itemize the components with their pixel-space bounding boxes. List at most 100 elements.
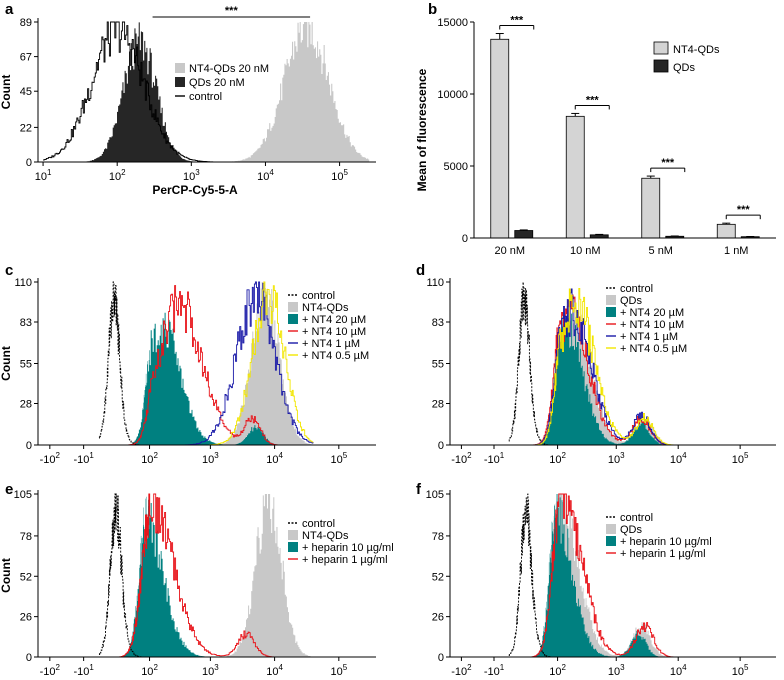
legend-label: + NT4 10 µM <box>620 319 684 331</box>
histogram-fill-2 <box>99 312 314 445</box>
x-tick-exponent: 1 <box>47 168 52 177</box>
x-tick-base: -10 <box>451 454 467 466</box>
x-tick-base: 10 <box>732 454 744 466</box>
x-tick-base: 10 <box>670 454 682 466</box>
histogram-fill-1 <box>99 494 314 657</box>
y-tick-label: 0 <box>438 652 444 664</box>
x-tick-exponent: 4 <box>682 663 687 672</box>
y-tick-label: 110 <box>426 277 444 289</box>
x-tick-base: 10 <box>257 171 269 183</box>
legend-label: + NT4 20 µM <box>620 307 684 319</box>
legend-swatch <box>288 302 298 312</box>
x-tick-base: 10 <box>549 666 561 678</box>
x-tick-label: 102 <box>549 663 566 678</box>
histogram-fill-2 <box>99 496 314 657</box>
legend-swatch <box>653 41 669 55</box>
histogram-fill-2 <box>508 494 716 657</box>
x-tick-base: 10 <box>202 454 214 466</box>
legend-swatch <box>606 295 616 305</box>
y-tick-label: 28 <box>432 399 444 411</box>
x-axis-title: PerCP-Cy5-5-A <box>152 183 238 197</box>
x-tick-exponent: 2 <box>561 451 566 460</box>
significance-label: *** <box>661 157 675 169</box>
category-label: 5 nM <box>649 245 673 257</box>
x-tick-label: 105 <box>732 451 749 466</box>
x-tick-label: 101 <box>35 168 52 183</box>
x-tick-base: 10 <box>141 454 153 466</box>
category-label: 10 nM <box>570 245 601 257</box>
x-tick-base: 10 <box>330 666 342 678</box>
x-tick-label: 103 <box>608 451 625 466</box>
y-tick-label: 45 <box>20 86 32 98</box>
y-tick-label: 52 <box>432 571 444 583</box>
legend-label: + heparin 1 µg/ml <box>302 554 388 566</box>
x-tick-exponent: 5 <box>343 168 348 177</box>
x-tick-label: 104 <box>266 451 283 466</box>
legend-label: + NT4 0.5 µM <box>302 350 369 362</box>
x-tick-exponent: 1 <box>89 451 94 460</box>
y-tick-label: 55 <box>20 359 32 371</box>
legend-label: control <box>189 91 222 103</box>
x-tick-exponent: 3 <box>620 451 625 460</box>
legend-label: + NT4 10 µM <box>302 326 366 338</box>
histogram-fill-1 <box>508 494 716 657</box>
legend-label: control <box>620 283 653 295</box>
histogram-line-3 <box>508 493 716 658</box>
bar-1-0 <box>514 230 534 239</box>
y-axis-title: Mean of fluorescence <box>415 68 429 191</box>
panel-b: *** 20 nM *** 10 nM *** 5 nM *** 1 nM 0 5000 10000… <box>415 1 776 257</box>
y-axis-title: Count <box>0 75 13 110</box>
y-tick-label: 26 <box>432 612 444 624</box>
x-tick-exponent: 1 <box>89 663 94 672</box>
x-tick-base: 10 <box>183 171 195 183</box>
x-tick-base: -10 <box>484 666 500 678</box>
x-tick-label: 105 <box>330 663 347 678</box>
x-tick-exponent: 5 <box>744 663 749 672</box>
histogram-line-3 <box>99 493 314 658</box>
x-tick-exponent: 2 <box>121 168 126 177</box>
x-tick-base: 10 <box>732 666 744 678</box>
x-tick-label: -102 <box>451 663 472 678</box>
x-tick-base: 10 <box>266 454 278 466</box>
x-tick-base: -10 <box>40 666 56 678</box>
x-tick-label: 102 <box>141 451 158 466</box>
y-tick-label: 105 <box>14 489 32 501</box>
x-tick-base: 10 <box>549 454 561 466</box>
histogram-fill-0 <box>43 22 370 162</box>
category-label: 1 nM <box>724 245 748 257</box>
y-tick-label: 0 <box>26 652 32 664</box>
x-tick-base: -10 <box>73 454 89 466</box>
x-tick-exponent: 5 <box>744 451 749 460</box>
legend-label: + NT4 1 µM <box>302 338 360 350</box>
legend-label: + heparin 1 µg/ml <box>620 548 706 560</box>
x-tick-exponent: 3 <box>214 663 219 672</box>
x-tick-label: 104 <box>670 663 687 678</box>
legend-label: + NT4 1 µM <box>620 331 678 343</box>
y-tick-label: 67 <box>20 52 32 64</box>
x-tick-label: 104 <box>670 451 687 466</box>
x-tick-base: -10 <box>40 454 56 466</box>
histogram-line-0 <box>508 493 716 658</box>
panel-letter: b <box>428 1 437 18</box>
panel-letter: a <box>5 1 14 18</box>
x-tick-label: 105 <box>732 663 749 678</box>
legend-label: control <box>302 290 335 302</box>
x-tick-label: -102 <box>451 451 472 466</box>
significance-label: *** <box>586 94 600 106</box>
x-tick-label: 103 <box>202 451 219 466</box>
x-tick-label: -102 <box>40 663 61 678</box>
x-tick-exponent: 3 <box>620 663 625 672</box>
x-tick-label: 104 <box>257 168 274 183</box>
x-tick-label: 102 <box>549 451 566 466</box>
x-tick-exponent: 3 <box>195 168 200 177</box>
y-tick-label: 89 <box>20 17 32 29</box>
y-axis-title: Count <box>0 558 13 593</box>
y-tick-label: 55 <box>432 359 444 371</box>
x-tick-exponent: 5 <box>343 663 348 672</box>
panel-letter: e <box>5 481 13 498</box>
y-tick-label: 5000 <box>444 161 468 173</box>
legend-swatch <box>606 524 616 534</box>
